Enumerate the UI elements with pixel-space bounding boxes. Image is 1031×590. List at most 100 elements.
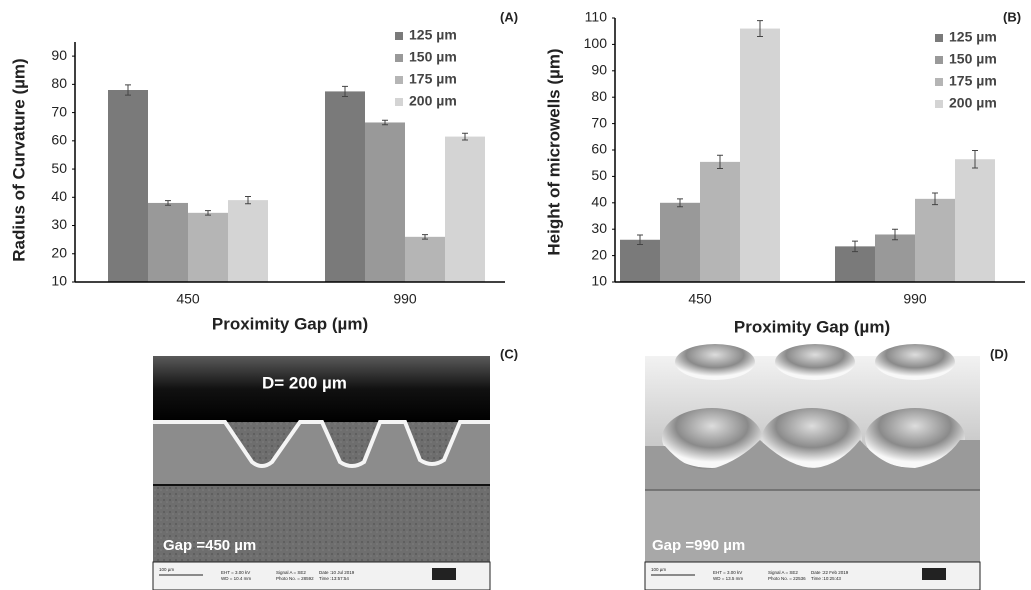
error-bar — [852, 240, 858, 253]
x-tick-label: 990 — [393, 291, 417, 307]
legend-swatch — [935, 78, 943, 86]
info-text: Photo No. = 22536 — [768, 576, 806, 581]
y-tick-label: 100 — [584, 35, 608, 51]
legend-label: 150 µm — [409, 49, 457, 65]
bar — [700, 161, 740, 282]
error-bar — [637, 234, 643, 246]
sem-image-c: D= 200 µm Gap =450 µm — [152, 356, 491, 590]
x-axis-label: Proximity Gap (µm) — [212, 314, 368, 333]
panel-label: (C) — [500, 346, 518, 361]
error-bar — [757, 20, 763, 37]
bar — [740, 28, 780, 283]
y-tick-label: 70 — [51, 103, 67, 119]
info-text: Time :13:57:54 — [319, 576, 349, 581]
y-tick-label: 70 — [591, 114, 607, 130]
error-bar — [342, 85, 348, 97]
bar — [365, 122, 405, 283]
y-tick-label: 110 — [585, 9, 608, 25]
y-tick-label: 40 — [51, 188, 67, 204]
y-axis-label: Radius of Curvature (µm) — [9, 58, 28, 261]
legend-swatch — [395, 54, 403, 62]
info-text: Date :10 Jul 2019 — [319, 570, 355, 575]
y-tick-label: 30 — [51, 216, 67, 232]
legend-label: 150 µm — [949, 51, 997, 67]
legend-swatch — [395, 76, 403, 84]
bar — [915, 198, 955, 282]
bar — [445, 136, 485, 282]
info-text: Date :22 Feb 2019 — [811, 570, 849, 575]
x-axis-label: Proximity Gap (µm) — [734, 317, 890, 336]
info-text: 100 µm — [651, 567, 666, 572]
legend-label: 175 µm — [409, 71, 457, 87]
y-tick-label: 50 — [591, 167, 607, 183]
legend-label: 200 µm — [409, 93, 457, 109]
legend-label: 175 µm — [949, 73, 997, 89]
y-tick-label: 50 — [51, 160, 67, 176]
error-bar — [165, 200, 171, 206]
info-text: Time :10:25:43 — [811, 576, 841, 581]
error-bar — [462, 132, 468, 141]
legend-swatch — [935, 56, 943, 64]
info-text: WD = 13.5 mm — [713, 576, 743, 581]
legend-label: 125 µm — [409, 27, 457, 43]
y-tick-label: 40 — [591, 194, 607, 210]
bar — [108, 90, 148, 282]
sem-image-d: Gap =990 µm — [644, 344, 981, 590]
bar — [228, 200, 268, 282]
info-text: 100 µm — [159, 567, 174, 572]
error-bar — [382, 119, 388, 126]
bar — [325, 91, 365, 282]
error-bar — [205, 210, 211, 216]
image-gap: Gap =990 µm — [652, 537, 745, 554]
error-bar — [717, 154, 723, 169]
legend-swatch — [935, 100, 943, 108]
error-bar — [677, 198, 683, 208]
y-tick-label: 90 — [51, 47, 67, 63]
info-text: Signal A = SE2 — [768, 570, 798, 575]
x-tick-label: 450 — [176, 291, 200, 307]
legend-swatch — [395, 32, 403, 40]
info-text: Signal A = SE2 — [276, 570, 306, 575]
bar — [188, 212, 228, 282]
error-bar — [892, 228, 898, 241]
error-bar — [932, 192, 938, 206]
info-text: EHT = 3.00 kV — [221, 570, 250, 575]
y-tick-label: 20 — [591, 246, 607, 262]
panel-label: (D) — [990, 346, 1008, 361]
error-bar — [422, 234, 428, 240]
y-axis-label: Height of microwells (µm) — [544, 48, 563, 255]
image-gap: Gap =450 µm — [163, 537, 256, 554]
y-tick-label: 60 — [51, 132, 67, 148]
y-tick-label: 10 — [51, 273, 67, 289]
bar — [875, 234, 915, 282]
bar — [148, 202, 188, 282]
error-bar — [245, 195, 251, 205]
y-tick-label: 10 — [591, 273, 607, 289]
bar — [660, 202, 700, 282]
y-tick-label: 30 — [591, 220, 607, 236]
error-bar — [125, 84, 131, 96]
bar — [405, 236, 445, 282]
info-text: WD = 10.4 mm — [221, 576, 251, 581]
image-caption: D= 200 µm — [262, 373, 347, 392]
info-text: Photo No. = 28592 — [276, 576, 314, 581]
bar — [955, 159, 995, 282]
bar — [620, 239, 660, 282]
x-tick-label: 450 — [688, 291, 712, 307]
y-tick-label: 60 — [591, 141, 607, 157]
x-tick-label: 990 — [903, 291, 927, 307]
bar — [835, 246, 875, 282]
error-bar — [972, 150, 978, 169]
y-tick-label: 20 — [51, 244, 67, 260]
y-tick-label: 80 — [591, 88, 607, 104]
info-text: EHT = 3.00 kV — [713, 570, 742, 575]
panel-label: (A) — [500, 9, 518, 24]
y-tick-label: 90 — [591, 62, 607, 78]
y-tick-label: 80 — [51, 75, 67, 91]
legend-label: 125 µm — [949, 29, 997, 45]
legend-swatch — [935, 34, 943, 42]
legend-swatch — [395, 98, 403, 106]
panel-label: (B) — [1003, 9, 1021, 24]
legend-label: 200 µm — [949, 95, 997, 111]
